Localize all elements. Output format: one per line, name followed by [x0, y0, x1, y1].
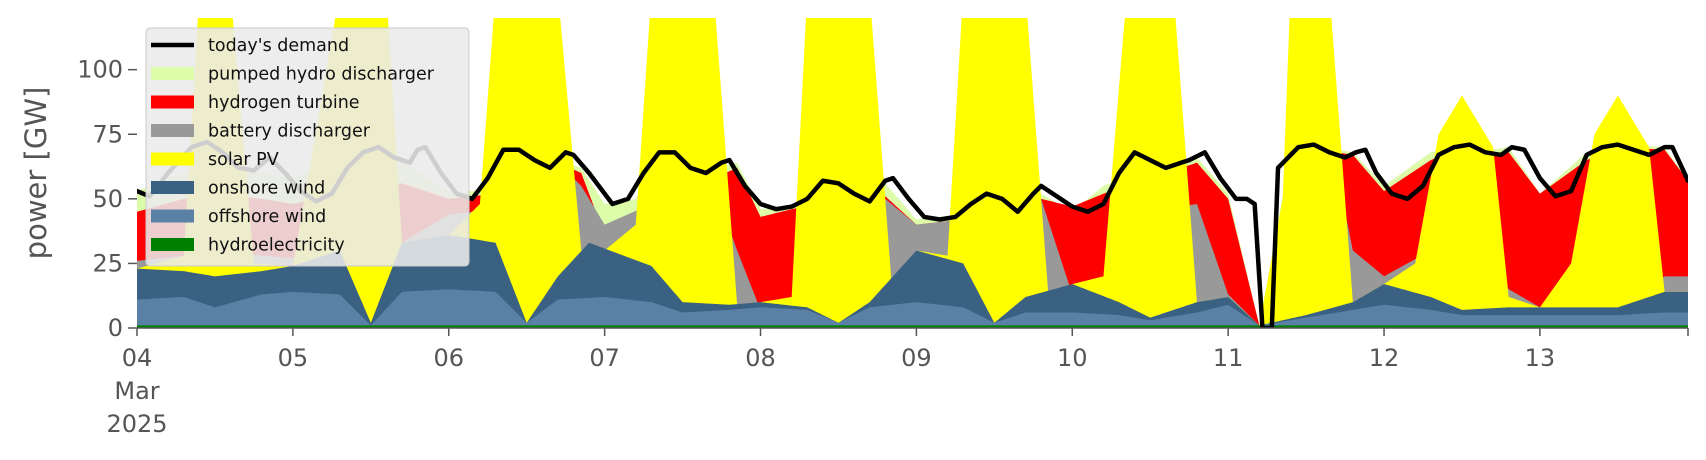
legend-label-solar-pv: solar PV — [208, 150, 279, 170]
x-tick-label: 07 — [589, 344, 620, 372]
series-layer — [137, 18, 1688, 328]
x-tick-label: 12 — [1369, 344, 1400, 372]
y-axis-title: power [GW] — [19, 87, 53, 260]
legend-label-hydrogen-turbine: hydrogen turbine — [208, 93, 360, 113]
legend-swatch-hydrogen-turbine — [151, 95, 194, 109]
legend-label-offshore-wind: offshore wind — [208, 207, 326, 227]
y-tick-label: 0 — [108, 314, 123, 342]
legend-label-pumped-hydro-discharger: pumped hydro discharger — [208, 65, 435, 85]
x-tick-label: 09 — [901, 344, 932, 372]
legend-swatch-hydroelectricity — [151, 238, 194, 251]
legend-swatch-solar-pv — [151, 152, 194, 166]
legend-label-hydroelectricity: hydroelectricity — [208, 236, 345, 256]
area-solar-pv — [137, 18, 1688, 328]
x-tick-month-label: Mar — [114, 377, 159, 405]
legend-label-today-s-demand: today's demand — [208, 36, 349, 56]
x-tick-label: 06 — [433, 344, 464, 372]
legend-swatch-offshore-wind — [151, 209, 194, 223]
y-tick-label: 100 — [77, 56, 123, 84]
area-offshore-wind — [137, 289, 1688, 328]
x-tick-label: 05 — [278, 344, 309, 372]
y-tick-label: 50 — [92, 185, 123, 213]
legend-label-onshore-wind: onshore wind — [208, 179, 325, 199]
x-axis-ticks: 04 Mar 2025 05 06 07 08 09 10 11 12 13 — [106, 328, 1689, 438]
legend-swatch-battery-discharger — [151, 124, 194, 137]
x-tick-label: 13 — [1525, 344, 1556, 372]
x-tick-label: 04 — [122, 344, 153, 372]
y-tick-label: 75 — [92, 120, 123, 148]
legend-label-battery-discharger: battery discharger — [208, 122, 371, 142]
legend: today's demand pumped hydro discharger hyd… — [145, 27, 470, 267]
legend-swatch-pumped-hydro-discharger — [151, 67, 194, 80]
legend-box — [145, 27, 470, 267]
area-onshore-wind — [137, 235, 1688, 328]
x-tick-year-label: 2025 — [106, 410, 167, 438]
x-tick-label: 08 — [745, 344, 776, 372]
y-tick-label: 25 — [92, 249, 123, 277]
y-axis-ticks: 0 25 50 75 100 — [77, 56, 137, 342]
x-tick-label: 11 — [1213, 344, 1244, 372]
x-tick-label: 10 — [1057, 344, 1088, 372]
legend-swatch-onshore-wind — [151, 181, 194, 194]
